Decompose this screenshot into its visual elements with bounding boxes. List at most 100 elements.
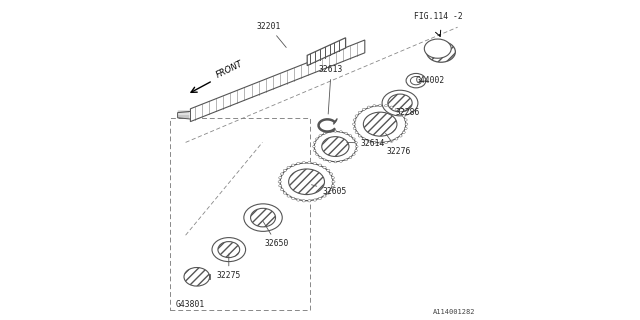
Ellipse shape bbox=[355, 131, 358, 133]
Ellipse shape bbox=[355, 149, 357, 151]
Ellipse shape bbox=[280, 188, 284, 191]
Ellipse shape bbox=[424, 39, 451, 58]
Ellipse shape bbox=[302, 200, 305, 202]
Ellipse shape bbox=[362, 138, 365, 140]
Ellipse shape bbox=[364, 112, 397, 136]
Ellipse shape bbox=[403, 131, 405, 133]
Ellipse shape bbox=[319, 135, 321, 137]
Ellipse shape bbox=[334, 161, 337, 163]
Ellipse shape bbox=[287, 166, 290, 169]
Ellipse shape bbox=[349, 135, 352, 137]
Ellipse shape bbox=[323, 132, 326, 134]
Text: 32201: 32201 bbox=[257, 22, 286, 47]
Ellipse shape bbox=[404, 119, 407, 121]
Ellipse shape bbox=[323, 159, 326, 161]
Ellipse shape bbox=[382, 90, 418, 116]
Ellipse shape bbox=[358, 135, 361, 137]
Text: 32286: 32286 bbox=[396, 107, 420, 117]
Ellipse shape bbox=[362, 108, 365, 110]
Ellipse shape bbox=[358, 111, 361, 114]
Ellipse shape bbox=[323, 195, 326, 197]
Ellipse shape bbox=[332, 185, 335, 187]
Text: A114001282: A114001282 bbox=[433, 309, 475, 315]
Polygon shape bbox=[307, 38, 346, 66]
Ellipse shape bbox=[406, 74, 426, 88]
Ellipse shape bbox=[332, 177, 335, 179]
Ellipse shape bbox=[353, 119, 356, 121]
Text: 32275: 32275 bbox=[216, 254, 241, 280]
Ellipse shape bbox=[355, 142, 357, 144]
Ellipse shape bbox=[340, 131, 342, 133]
Ellipse shape bbox=[297, 199, 300, 201]
Ellipse shape bbox=[212, 237, 246, 262]
Ellipse shape bbox=[313, 162, 316, 164]
Ellipse shape bbox=[313, 199, 316, 201]
Polygon shape bbox=[178, 111, 191, 119]
Ellipse shape bbox=[326, 169, 330, 172]
Ellipse shape bbox=[353, 153, 355, 155]
Ellipse shape bbox=[395, 108, 398, 110]
Ellipse shape bbox=[284, 192, 287, 194]
Ellipse shape bbox=[379, 142, 381, 144]
Ellipse shape bbox=[280, 173, 284, 175]
Ellipse shape bbox=[284, 169, 287, 172]
Ellipse shape bbox=[278, 185, 282, 187]
Ellipse shape bbox=[308, 200, 311, 202]
Text: G43801: G43801 bbox=[176, 300, 205, 309]
Ellipse shape bbox=[319, 197, 322, 199]
Ellipse shape bbox=[287, 195, 290, 197]
Ellipse shape bbox=[251, 208, 276, 227]
Ellipse shape bbox=[353, 123, 355, 125]
Text: 32614: 32614 bbox=[347, 139, 385, 148]
Ellipse shape bbox=[314, 142, 316, 144]
Ellipse shape bbox=[278, 180, 282, 183]
Text: 32613: 32613 bbox=[319, 65, 344, 114]
Ellipse shape bbox=[373, 141, 376, 144]
Ellipse shape bbox=[385, 141, 387, 144]
Ellipse shape bbox=[355, 106, 406, 143]
Ellipse shape bbox=[314, 132, 356, 162]
Text: FIG.114 -2: FIG.114 -2 bbox=[414, 12, 463, 21]
Ellipse shape bbox=[356, 146, 358, 148]
Ellipse shape bbox=[278, 177, 282, 179]
Ellipse shape bbox=[292, 197, 295, 199]
Ellipse shape bbox=[316, 153, 318, 155]
Ellipse shape bbox=[404, 127, 407, 130]
Text: 32650: 32650 bbox=[263, 221, 289, 248]
Ellipse shape bbox=[302, 162, 305, 164]
Ellipse shape bbox=[218, 242, 240, 258]
Ellipse shape bbox=[308, 162, 311, 164]
Ellipse shape bbox=[355, 115, 358, 117]
Text: FRONT: FRONT bbox=[215, 59, 245, 79]
Ellipse shape bbox=[314, 149, 316, 151]
Ellipse shape bbox=[390, 106, 393, 108]
Ellipse shape bbox=[399, 135, 402, 137]
Ellipse shape bbox=[280, 163, 333, 201]
Ellipse shape bbox=[345, 159, 348, 161]
Ellipse shape bbox=[345, 132, 348, 134]
Ellipse shape bbox=[332, 180, 335, 183]
Ellipse shape bbox=[403, 115, 405, 117]
Ellipse shape bbox=[297, 162, 300, 164]
Ellipse shape bbox=[379, 104, 381, 106]
Text: 32605: 32605 bbox=[312, 185, 347, 196]
Ellipse shape bbox=[385, 105, 387, 107]
Ellipse shape bbox=[319, 164, 322, 166]
Ellipse shape bbox=[353, 138, 355, 140]
Text: G44002: G44002 bbox=[416, 76, 445, 85]
Ellipse shape bbox=[334, 130, 337, 132]
Ellipse shape bbox=[405, 123, 408, 125]
Polygon shape bbox=[184, 274, 210, 279]
Ellipse shape bbox=[367, 106, 370, 108]
Ellipse shape bbox=[244, 204, 282, 231]
Ellipse shape bbox=[367, 140, 370, 142]
Ellipse shape bbox=[330, 173, 333, 175]
Ellipse shape bbox=[395, 138, 398, 140]
Ellipse shape bbox=[319, 156, 321, 158]
Ellipse shape bbox=[323, 166, 326, 169]
Ellipse shape bbox=[328, 131, 331, 133]
Ellipse shape bbox=[427, 42, 456, 62]
Ellipse shape bbox=[340, 160, 342, 162]
Ellipse shape bbox=[292, 164, 295, 166]
Bar bbox=[170, 118, 310, 310]
